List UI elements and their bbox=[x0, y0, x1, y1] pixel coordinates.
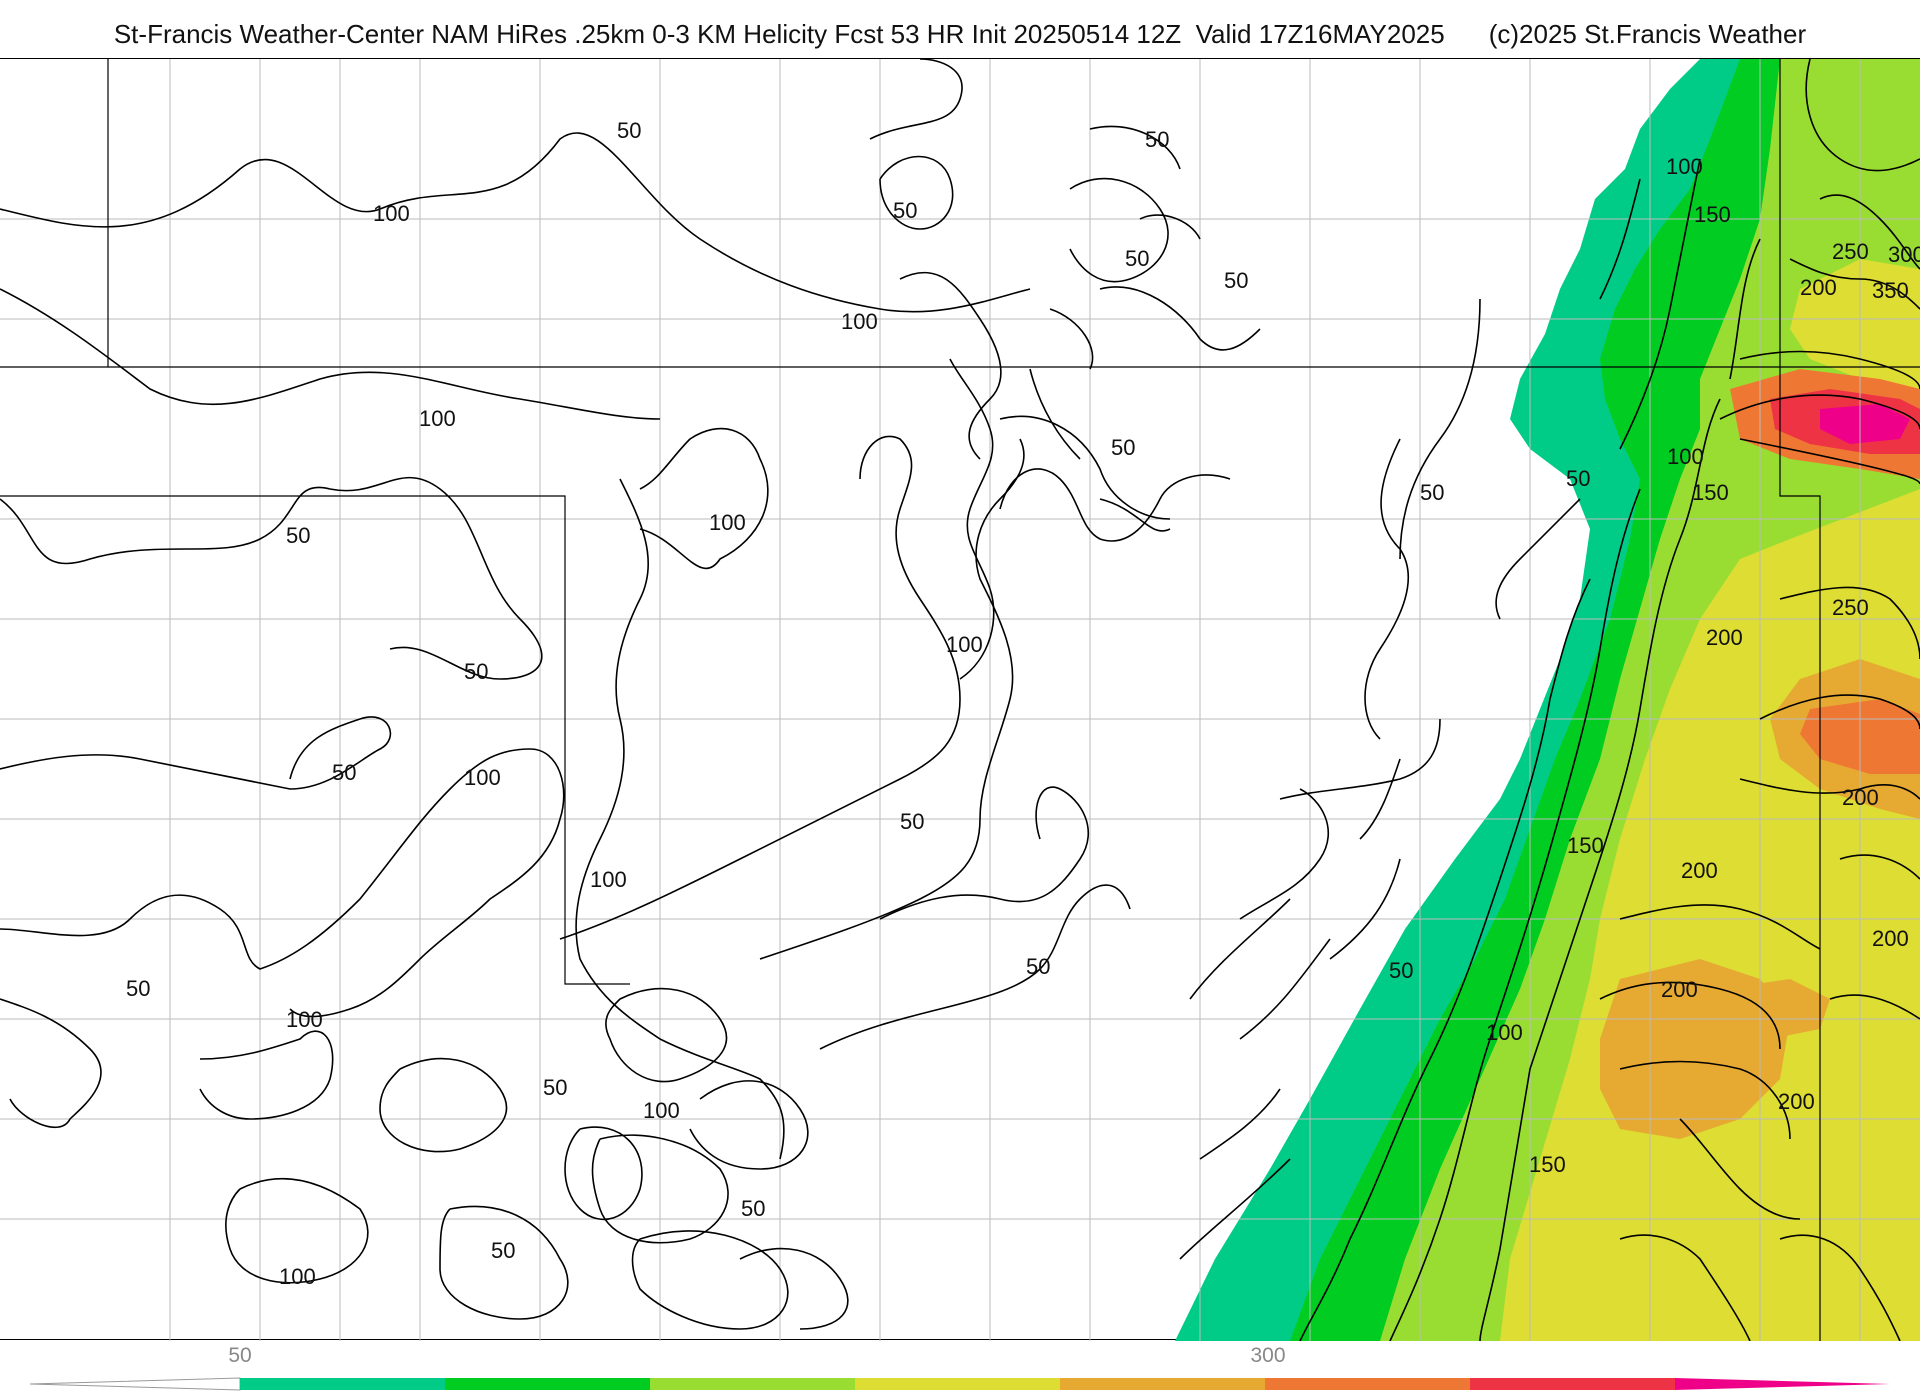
shade-200-north bbox=[1790, 259, 1920, 389]
contour-label-150: 150 bbox=[1694, 202, 1731, 227]
colorbar-swatch-7 bbox=[1470, 1378, 1675, 1390]
contour-label-50: 50 bbox=[332, 760, 356, 785]
contour-label-50: 50 bbox=[1026, 954, 1050, 979]
contour-label-50: 50 bbox=[286, 523, 310, 548]
contour-label-250: 250 bbox=[1832, 595, 1869, 620]
contour-label-50: 50 bbox=[1145, 127, 1169, 152]
colorbar-tick-300: 300 bbox=[1250, 1344, 1286, 1367]
contour-label-100: 100 bbox=[709, 510, 746, 535]
contour-label-50: 50 bbox=[617, 118, 641, 143]
colorbar-swatch-4 bbox=[855, 1378, 1060, 1390]
contour-label-50: 50 bbox=[1420, 480, 1444, 505]
contour-label-50: 50 bbox=[1111, 435, 1135, 460]
contour-label-50: 50 bbox=[1125, 246, 1149, 271]
contour-label-150: 150 bbox=[1567, 833, 1604, 858]
contour-label-100: 100 bbox=[419, 406, 456, 431]
colorbar bbox=[30, 1377, 1890, 1391]
contour-label-50: 50 bbox=[1224, 268, 1248, 293]
contour-label-50: 50 bbox=[900, 809, 924, 834]
contour-label-100: 100 bbox=[643, 1098, 680, 1123]
contour-labels: 50 100 50 50 50 50 100 100 50 100 50 100… bbox=[126, 118, 1920, 1289]
title-main: St-Francis Weather-Center NAM HiRes .25k… bbox=[113, 19, 1445, 49]
contour-label-50: 50 bbox=[464, 659, 488, 684]
contour-label-200: 200 bbox=[1800, 275, 1837, 300]
contour-label-50: 50 bbox=[543, 1075, 567, 1100]
contour-lines bbox=[0, 59, 1920, 1341]
contour-label-100: 100 bbox=[841, 309, 878, 334]
contour-label-200: 200 bbox=[1842, 785, 1879, 810]
contour-label-50: 50 bbox=[1389, 958, 1413, 983]
contour-label-200: 200 bbox=[1681, 858, 1718, 883]
state-lines bbox=[0, 59, 1920, 1341]
contour-label-50: 50 bbox=[893, 198, 917, 223]
contour-label-100: 100 bbox=[1667, 444, 1704, 469]
contour-label-200: 200 bbox=[1778, 1089, 1815, 1114]
contour-label-200: 200 bbox=[1661, 977, 1698, 1002]
contour-label-150: 150 bbox=[1692, 480, 1729, 505]
contour-label-100: 100 bbox=[464, 765, 501, 790]
contour-label-350: 350 bbox=[1872, 278, 1909, 303]
shade-250-mid bbox=[1720, 979, 1830, 1039]
colorbar-swatch-2 bbox=[445, 1378, 650, 1390]
contour-label-50: 50 bbox=[1566, 466, 1590, 491]
colorbar-high-arrow bbox=[1675, 1378, 1890, 1390]
contour-label-150: 150 bbox=[1529, 1152, 1566, 1177]
contour-label-100: 100 bbox=[590, 867, 627, 892]
contour-label-100: 100 bbox=[279, 1264, 316, 1289]
contour-label-50: 50 bbox=[741, 1196, 765, 1221]
contour-label-300: 300 bbox=[1888, 242, 1920, 267]
contour-label-50: 50 bbox=[491, 1238, 515, 1263]
shade-400-core bbox=[1820, 404, 1910, 444]
contour-label-50: 50 bbox=[126, 976, 150, 1001]
title-copyright: (c)2025 St.Francis Weather bbox=[1488, 19, 1807, 49]
contour-label-100: 100 bbox=[373, 201, 410, 226]
colorbar-labels: 50 300 bbox=[0, 1342, 1920, 1370]
colorbar-swatch-3 bbox=[650, 1378, 855, 1390]
colorbar-tick-50: 50 bbox=[228, 1344, 252, 1367]
contour-label-100: 100 bbox=[946, 632, 983, 657]
colorbar-swatch-1 bbox=[240, 1378, 445, 1390]
colorbar-swatch-5 bbox=[1060, 1378, 1265, 1390]
contour-label-200: 200 bbox=[1706, 625, 1743, 650]
helicity-map: 50 100 50 50 50 50 100 100 50 100 50 100… bbox=[0, 58, 1920, 1341]
contour-label-200: 200 bbox=[1872, 926, 1909, 951]
contour-label-250: 250 bbox=[1832, 239, 1869, 264]
map-title: St-Francis Weather-Center NAM HiRes .25k… bbox=[0, 16, 1920, 52]
colorbar-swatch-6 bbox=[1265, 1378, 1470, 1390]
contour-label-100: 100 bbox=[1486, 1020, 1523, 1045]
contour-label-100: 100 bbox=[1666, 154, 1703, 179]
map-svg: 50 100 50 50 50 50 100 100 50 100 50 100… bbox=[0, 59, 1920, 1341]
contour-label-100: 100 bbox=[286, 1007, 323, 1032]
colorbar-low-arrow bbox=[30, 1377, 241, 1391]
